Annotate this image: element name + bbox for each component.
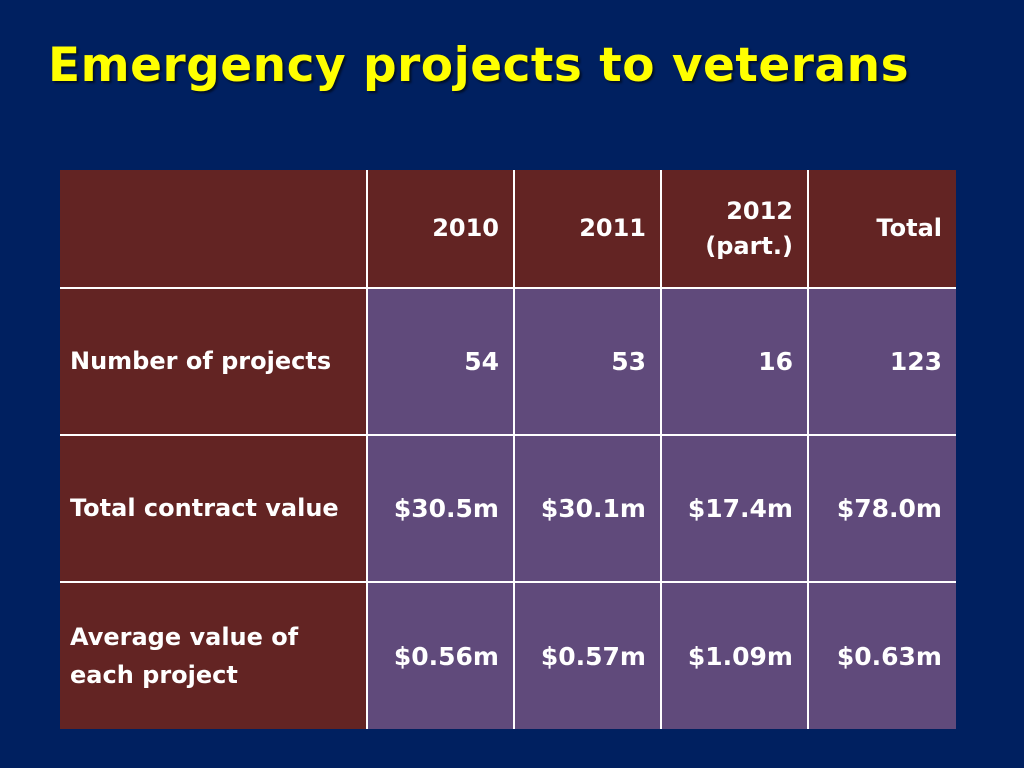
cell-number-of-projects-total: 123 — [807, 287, 956, 436]
header-2012-partial: 2012 (part.) — [660, 170, 809, 289]
row-label-number-of-projects: Number of projects — [60, 287, 368, 436]
row-label-average-value-line1: Average value of — [70, 622, 299, 651]
header-total: Total — [807, 170, 956, 289]
cell-total-contract-value-2011: $30.1m — [513, 434, 662, 583]
row-label-average-value: Average value of each project — [60, 581, 368, 729]
cell-average-value-2012: $1.09m — [660, 581, 809, 729]
cell-total-contract-value-total: $78.0m — [807, 434, 956, 583]
cell-total-contract-value-2012: $17.4m — [660, 434, 809, 583]
table-header-row: 2010 2011 2012 (part.) Total — [60, 170, 956, 289]
table-row-total-contract-value: Total contract value $30.5m $30.1m $17.4… — [60, 434, 956, 583]
slide-title: Emergency projects to veterans — [48, 38, 910, 93]
cell-number-of-projects-2010: 54 — [366, 287, 515, 436]
cell-average-value-total: $0.63m — [807, 581, 956, 729]
header-corner-cell — [60, 170, 368, 289]
header-2011: 2011 — [513, 170, 662, 289]
header-2012-year: 2012 — [726, 196, 793, 225]
cell-total-contract-value-2010: $30.5m — [366, 434, 515, 583]
table-row-number-of-projects: Number of projects 54 53 16 123 — [60, 287, 956, 436]
cell-average-value-2010: $0.56m — [366, 581, 515, 729]
row-label-average-value-line2: each project — [70, 661, 238, 689]
cell-number-of-projects-2011: 53 — [513, 287, 662, 436]
header-2012-note: (part.) — [705, 231, 793, 260]
row-label-total-contract-value: Total contract value — [60, 434, 368, 583]
header-2010: 2010 — [366, 170, 515, 289]
cell-number-of-projects-2012: 16 — [660, 287, 809, 436]
data-table: 2010 2011 2012 (part.) Total Number of p… — [60, 170, 956, 729]
cell-average-value-2011: $0.57m — [513, 581, 662, 729]
table-row-average-value: Average value of each project $0.56m $0.… — [60, 581, 956, 729]
